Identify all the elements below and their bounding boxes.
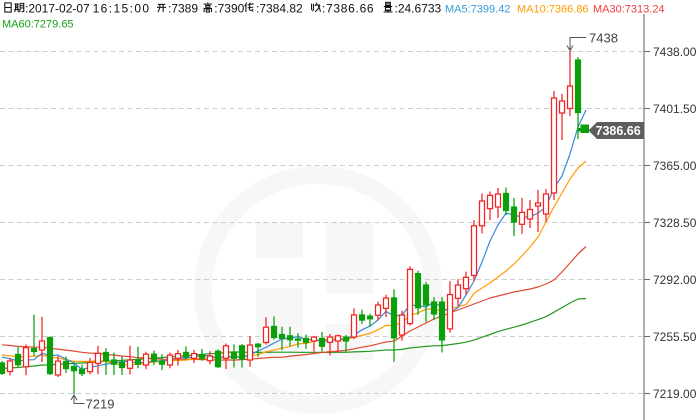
svg-text:7292.00: 7292.00 [653, 273, 697, 287]
svg-text:7401.50: 7401.50 [653, 102, 697, 116]
svg-text:7438.00: 7438.00 [653, 45, 697, 59]
svg-text:7365.00: 7365.00 [653, 159, 697, 173]
svg-text:7386.66: 7386.66 [596, 124, 641, 138]
svg-text:MA5:7399.42: MA5:7399.42 [445, 4, 510, 16]
svg-text:16:15:00: 16:15:00 [93, 2, 151, 16]
svg-text::7389: :7389 [168, 2, 198, 16]
svg-text:7438: 7438 [589, 31, 618, 46]
svg-text:7255.50: 7255.50 [653, 330, 697, 344]
svg-text:MA60:7279.65: MA60:7279.65 [2, 19, 74, 31]
svg-text::2017-02-07: :2017-02-07 [25, 2, 90, 16]
svg-text:7219.00: 7219.00 [653, 387, 697, 401]
svg-text::7390: :7390 [214, 2, 244, 16]
svg-text:7328.50: 7328.50 [653, 216, 697, 230]
svg-text::7384.82: :7384.82 [256, 2, 303, 16]
svg-text:7219: 7219 [86, 397, 115, 412]
svg-text::7386.66: :7386.66 [322, 2, 374, 16]
svg-text:MA10:7366.86: MA10:7366.86 [517, 4, 589, 16]
svg-text::24.6733: :24.6733 [395, 2, 442, 16]
svg-text:MA30:7313.24: MA30:7313.24 [593, 4, 665, 16]
